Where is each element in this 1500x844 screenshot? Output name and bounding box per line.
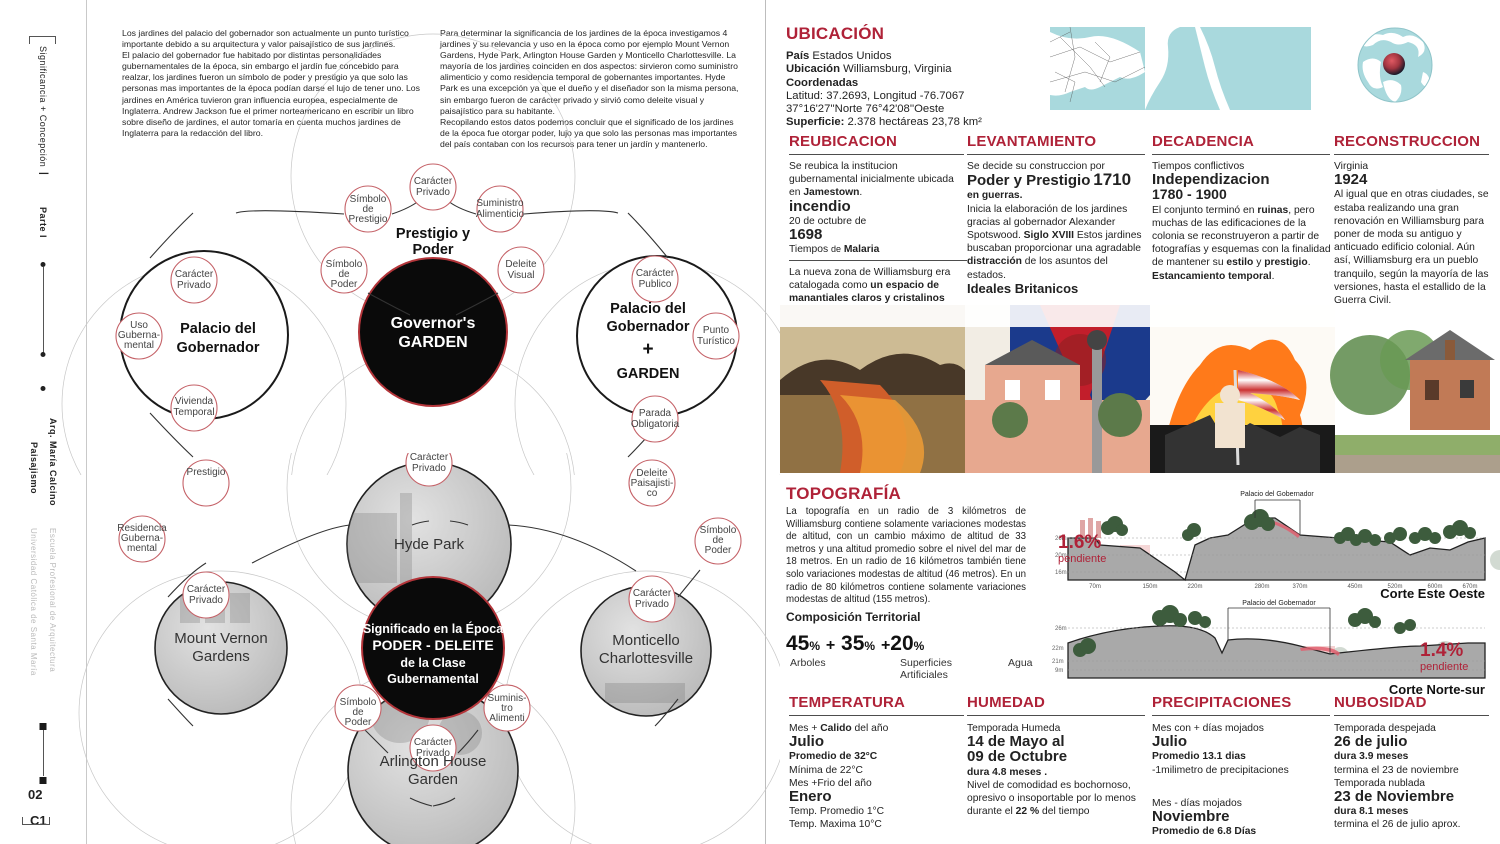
svg-text:Vivienda: Vivienda (175, 396, 214, 407)
svg-text:Palacio del Gobernador: Palacio del Gobernador (1242, 600, 1316, 607)
svg-text:Alimenticio: Alimenticio (476, 209, 525, 220)
svg-text:Gubernamental: Gubernamental (387, 672, 479, 686)
svg-text:Alimenti: Alimenti (489, 713, 525, 724)
svg-text:Monticello: Monticello (612, 632, 680, 649)
svg-text:Publico: Publico (639, 279, 672, 290)
svg-text:Hyde Park: Hyde Park (394, 536, 465, 553)
svg-text:Privado: Privado (189, 595, 223, 606)
svg-text:Obligatoria: Obligatoria (631, 419, 680, 430)
svg-text:Parada: Parada (639, 408, 672, 419)
svg-text:Prestigio: Prestigio (187, 467, 226, 478)
svg-text:Poder: Poder (705, 545, 732, 556)
svg-text:Privado: Privado (177, 280, 211, 291)
svg-text:Arlington House: Arlington House (380, 753, 487, 770)
svg-text:PODER - DELEITE: PODER - DELEITE (372, 637, 493, 653)
svg-text:280m: 280m (1254, 584, 1269, 590)
svg-text:GARDEN: GARDEN (617, 366, 680, 382)
svg-text:pendiente: pendiente (1420, 661, 1468, 673)
svg-text:Suministro: Suministro (476, 198, 524, 209)
svg-text:Palacio del: Palacio del (180, 321, 256, 337)
svg-text:Significado en la Época: Significado en la Época (363, 621, 504, 636)
svg-text:Governor's: Governor's (391, 315, 476, 332)
svg-text:16m: 16m (1055, 570, 1067, 576)
svg-text:Carácter: Carácter (414, 176, 453, 187)
svg-text:de la Clase: de la Clase (400, 656, 465, 670)
svg-text:Punto: Punto (703, 325, 730, 336)
svg-text:Poder: Poder (331, 279, 358, 290)
svg-text:Privado: Privado (416, 187, 450, 198)
svg-text:+: + (642, 339, 653, 360)
svg-text:Temporal: Temporal (173, 407, 214, 418)
svg-text:26m: 26m (1055, 626, 1067, 632)
svg-text:Mount Vernon: Mount Vernon (174, 630, 267, 647)
svg-text:150m: 150m (1142, 584, 1157, 590)
svg-text:Carácter: Carácter (414, 737, 453, 748)
svg-text:220m: 220m (1187, 584, 1202, 590)
svg-text:Poder: Poder (345, 717, 372, 728)
svg-text:9m: 9m (1055, 668, 1063, 674)
svg-text:Privado: Privado (635, 599, 669, 610)
svg-text:Poder: Poder (412, 242, 453, 258)
svg-text:Carácter: Carácter (187, 584, 226, 595)
svg-text:22m: 22m (1052, 646, 1064, 652)
svg-text:Palacio del: Palacio del (610, 301, 686, 317)
svg-text:70m: 70m (1089, 584, 1101, 590)
svg-text:pendiente: pendiente (1058, 553, 1106, 565)
svg-text:Prestigio: Prestigio (349, 214, 388, 225)
svg-text:Visual: Visual (507, 270, 534, 281)
svg-text:GARDEN: GARDEN (398, 334, 467, 351)
svg-text:Charlottesville: Charlottesville (599, 650, 693, 667)
svg-text:Carácter: Carácter (175, 269, 214, 280)
svg-text:Gardens: Gardens (192, 648, 250, 665)
svg-text:Privado: Privado (412, 463, 446, 474)
svg-text:1.6%: 1.6% (1058, 532, 1101, 553)
svg-text:Gobernador: Gobernador (607, 319, 690, 335)
svg-text:Prestigio y: Prestigio y (396, 226, 470, 242)
svg-text:21m: 21m (1052, 659, 1064, 665)
svg-text:370m: 370m (1292, 584, 1307, 590)
svg-text:1.4%: 1.4% (1420, 640, 1463, 661)
svg-text:Palacio del Gobernador: Palacio del Gobernador (1240, 491, 1314, 498)
svg-text:mental: mental (124, 340, 154, 351)
svg-text:Gobernador: Gobernador (177, 340, 260, 356)
svg-text:Carácter: Carácter (636, 268, 675, 279)
svg-text:Carácter: Carácter (633, 588, 672, 599)
svg-text:Carácter: Carácter (410, 453, 449, 463)
svg-text:450m: 450m (1347, 584, 1362, 590)
svg-text:Deleite: Deleite (505, 259, 537, 270)
svg-text:Turístico: Turístico (697, 336, 735, 347)
svg-text:co: co (647, 488, 658, 499)
svg-text:mental: mental (127, 543, 157, 554)
svg-text:Garden: Garden (408, 771, 458, 788)
